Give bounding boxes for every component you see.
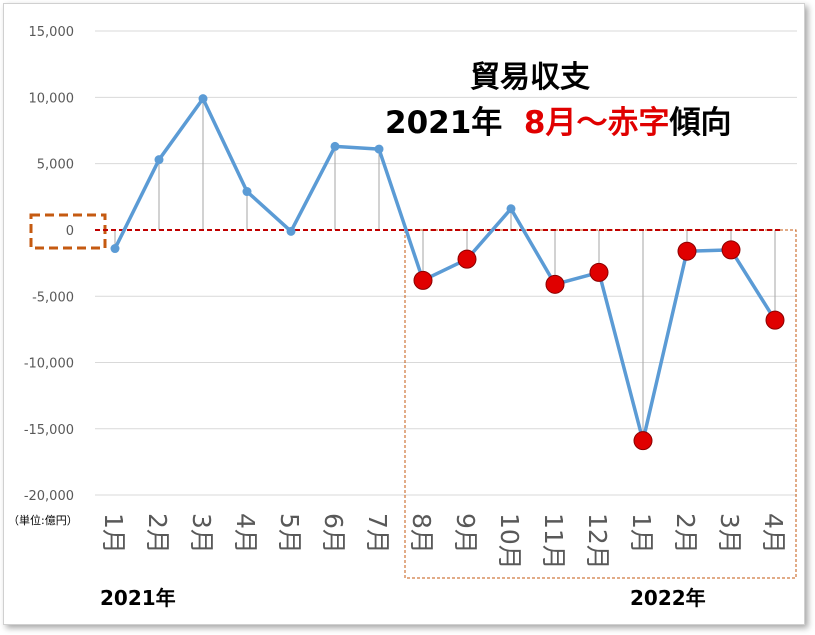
x-tick-label: 9月: [451, 513, 480, 554]
y-tick-label: -15,000: [24, 423, 74, 438]
year-label-2021: 2021年: [100, 586, 176, 610]
x-tick-label: 6月: [319, 513, 348, 554]
deficit-point: [457, 249, 477, 269]
x-axis-ticks: 1月 2月 3月 4月 5月 6月 7月 8月 9月 10月 11月 12月 1月 2月 3月 4月: [99, 513, 788, 570]
deficit-point: [589, 262, 609, 282]
data-point: [374, 144, 384, 154]
x-tick-label: 8月: [407, 513, 436, 554]
y-axis-ticks: 15,000 10,000 5,000 0 -5,000 -10,000 -15,000 -2…: [24, 25, 74, 504]
x-tick-label: 2月: [143, 513, 172, 554]
title-trend: 傾向: [669, 105, 732, 141]
x-tick-label: 2月: [671, 513, 700, 554]
data-point: [506, 204, 516, 214]
x-tick-label: 11月: [539, 513, 568, 570]
x-tick-label: 3月: [187, 513, 216, 554]
data-point: [154, 155, 164, 165]
title-deficit-highlight: 8月～赤字: [523, 105, 670, 141]
data-point: [198, 94, 208, 104]
y-tick-label: 0: [66, 224, 74, 239]
drop-lines: [114, 98, 776, 441]
y-tick-label: -20,000: [24, 489, 74, 504]
data-point: [286, 226, 296, 236]
chart-title-line1: 貿易収支: [470, 60, 590, 95]
deficit-point: [545, 274, 565, 294]
y-tick-label: -10,000: [24, 357, 74, 372]
data-point: [110, 244, 120, 254]
x-tick-label: 1月: [99, 513, 128, 554]
data-points: [110, 94, 785, 451]
x-tick-label: 1月: [627, 513, 656, 554]
gridlines: [95, 30, 797, 496]
x-tick-label: 7月: [363, 513, 392, 554]
y-tick-label: 5,000: [37, 158, 74, 173]
series-line: [113, 96, 777, 443]
zero-label-highlight-box: [29, 213, 107, 250]
data-point: [242, 187, 252, 197]
deficit-point: [721, 240, 741, 260]
y-tick-label: -5,000: [32, 290, 74, 305]
y-tick-label: 15,000: [29, 25, 75, 40]
x-tick-label: 10月: [495, 513, 524, 570]
x-tick-label: 4月: [759, 513, 788, 554]
x-tick-label: 12月: [583, 513, 612, 570]
deficit-point: [677, 241, 697, 261]
deficit-point: [633, 431, 653, 451]
series-line-trade-balance: [113, 96, 777, 443]
x-tick-label: 5月: [275, 513, 304, 554]
unit-label: （単位:億円）: [8, 514, 78, 527]
y-tick-label: 10,000: [29, 91, 75, 106]
year-label-2022: 2022年: [630, 586, 706, 610]
title-year: 2021年: [385, 105, 503, 141]
deficit-point: [765, 310, 785, 330]
highlight-overlays: [29, 213, 797, 579]
chart-title-line2: 2021年 8月～赤字傾向: [385, 97, 731, 142]
x-tick-label: 4月: [231, 513, 260, 554]
deficit-point: [413, 270, 433, 290]
data-point: [330, 141, 340, 151]
x-tick-label: 3月: [715, 513, 744, 554]
